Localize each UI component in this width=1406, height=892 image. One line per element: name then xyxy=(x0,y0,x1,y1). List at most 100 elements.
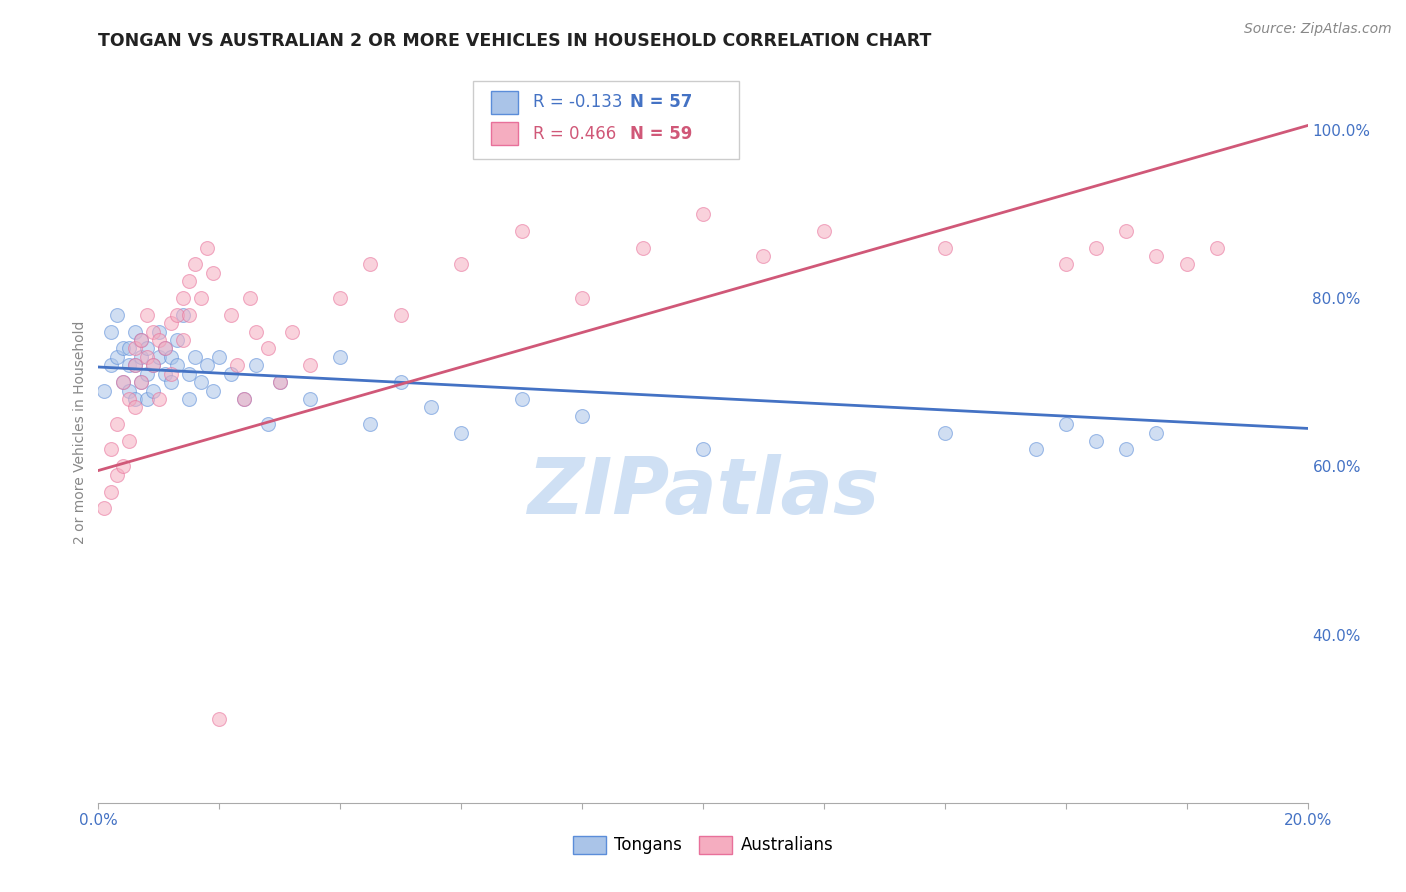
Point xyxy=(105,350,128,364)
Point xyxy=(256,417,278,432)
Point xyxy=(1144,425,1167,440)
Point xyxy=(160,350,183,364)
Point xyxy=(111,459,134,474)
Point xyxy=(142,359,165,373)
Point xyxy=(179,392,201,406)
Point xyxy=(299,359,322,373)
Point xyxy=(124,342,146,356)
Point xyxy=(118,384,141,398)
Point xyxy=(166,308,188,322)
Legend: Tongans, Australians: Tongans, Australians xyxy=(567,829,839,861)
Point xyxy=(153,367,176,381)
Point xyxy=(153,342,176,356)
Point xyxy=(153,342,176,356)
Point xyxy=(752,249,775,263)
Point xyxy=(100,325,122,339)
FancyBboxPatch shape xyxy=(474,81,740,159)
Point xyxy=(179,308,201,322)
Point xyxy=(1144,249,1167,263)
Point xyxy=(172,333,194,347)
Point xyxy=(160,367,183,381)
Text: N = 59: N = 59 xyxy=(630,125,693,143)
Point xyxy=(124,325,146,339)
Point xyxy=(420,401,443,415)
Point xyxy=(105,308,128,322)
Point xyxy=(450,425,472,440)
Point xyxy=(245,359,267,373)
Point xyxy=(129,333,152,347)
Point xyxy=(1175,257,1198,271)
Point xyxy=(129,350,152,364)
Point xyxy=(934,240,956,255)
Point xyxy=(100,484,122,499)
Point xyxy=(232,392,254,406)
Point xyxy=(1115,442,1137,457)
Point xyxy=(129,375,152,389)
Point xyxy=(389,375,412,389)
Point xyxy=(1054,417,1077,432)
FancyBboxPatch shape xyxy=(492,91,517,114)
Point xyxy=(184,257,207,271)
Point xyxy=(118,392,141,406)
Point xyxy=(208,350,231,364)
Point xyxy=(256,342,278,356)
Point xyxy=(631,240,654,255)
Point xyxy=(93,501,115,516)
Text: R = 0.466: R = 0.466 xyxy=(533,125,616,143)
Point xyxy=(135,350,157,364)
Point xyxy=(111,342,134,356)
Point xyxy=(124,401,146,415)
Point xyxy=(221,367,243,381)
Point xyxy=(179,274,201,288)
Point xyxy=(1115,224,1137,238)
Point xyxy=(299,392,322,406)
Point xyxy=(105,417,128,432)
Point xyxy=(202,384,225,398)
Point xyxy=(142,325,165,339)
Text: TONGAN VS AUSTRALIAN 2 OR MORE VEHICLES IN HOUSEHOLD CORRELATION CHART: TONGAN VS AUSTRALIAN 2 OR MORE VEHICLES … xyxy=(98,32,932,50)
Point xyxy=(190,291,212,305)
Y-axis label: 2 or more Vehicles in Household: 2 or more Vehicles in Household xyxy=(73,321,87,544)
Point xyxy=(571,291,593,305)
Point xyxy=(184,350,207,364)
Point xyxy=(160,375,183,389)
Point xyxy=(148,350,170,364)
Point xyxy=(111,375,134,389)
Point xyxy=(118,342,141,356)
Text: R = -0.133: R = -0.133 xyxy=(533,94,621,112)
Point xyxy=(1085,434,1108,448)
Point xyxy=(510,392,533,406)
Point xyxy=(179,367,201,381)
Point xyxy=(166,333,188,347)
Point xyxy=(281,325,304,339)
Point xyxy=(1024,442,1046,457)
Point xyxy=(1054,257,1077,271)
Point xyxy=(124,359,146,373)
Point xyxy=(148,392,170,406)
Text: ZIPatlas: ZIPatlas xyxy=(527,454,879,530)
Point xyxy=(195,240,218,255)
Point xyxy=(148,333,170,347)
Point xyxy=(129,333,152,347)
FancyBboxPatch shape xyxy=(492,121,517,145)
Point xyxy=(692,442,714,457)
Point xyxy=(100,359,122,373)
Point xyxy=(813,224,835,238)
Point xyxy=(232,392,254,406)
Text: N = 57: N = 57 xyxy=(630,94,693,112)
Point xyxy=(226,359,249,373)
Point xyxy=(142,384,165,398)
Point xyxy=(148,325,170,339)
Point xyxy=(269,375,291,389)
Point xyxy=(1206,240,1229,255)
Point xyxy=(934,425,956,440)
Point xyxy=(329,350,352,364)
Text: Source: ZipAtlas.com: Source: ZipAtlas.com xyxy=(1244,22,1392,37)
Point xyxy=(360,417,382,432)
Point xyxy=(160,316,183,330)
Point xyxy=(692,207,714,221)
Point xyxy=(360,257,382,271)
Point xyxy=(111,375,134,389)
Point xyxy=(118,359,141,373)
Point xyxy=(100,442,122,457)
